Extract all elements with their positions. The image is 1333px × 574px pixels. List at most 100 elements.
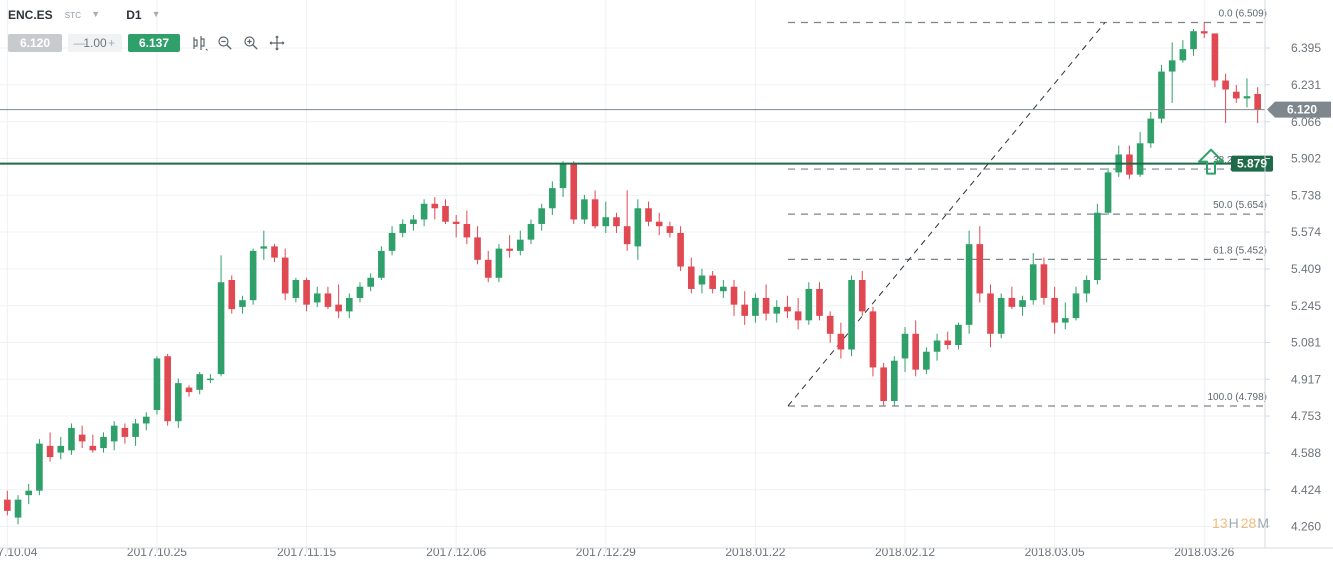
candle-body <box>484 259 492 278</box>
candle-body <box>399 223 407 233</box>
candle-body <box>25 490 33 496</box>
minus-icon[interactable]: — <box>73 36 86 50</box>
candle-body <box>762 297 770 314</box>
candle-body <box>752 297 759 316</box>
candle-body <box>121 427 129 437</box>
candle-body <box>14 499 22 518</box>
candle-body <box>1190 31 1197 50</box>
candle-body <box>1200 31 1208 34</box>
symbol: ENC.ES <box>8 8 53 22</box>
candle-body <box>292 280 300 298</box>
x-tick-label: 2018.01.22 <box>725 545 785 559</box>
candle-body <box>1040 264 1048 298</box>
y-tick-label: 6.395 <box>1291 41 1321 55</box>
y-tick-label: 5.738 <box>1291 188 1321 202</box>
candle-body <box>923 351 930 370</box>
candle-body <box>4 499 11 511</box>
chevron-down-icon[interactable]: ▼ <box>151 9 161 19</box>
y-tick-label: 4.753 <box>1291 409 1321 423</box>
candle-body <box>1243 96 1251 99</box>
candle-body <box>891 360 898 402</box>
candle-body <box>559 163 567 189</box>
candle-body <box>249 250 257 301</box>
candle-body <box>1061 318 1069 323</box>
candle-body <box>837 333 845 350</box>
plus-icon[interactable]: + <box>108 36 116 50</box>
quantity-value[interactable]: 1.00 <box>83 36 107 50</box>
candle-body <box>1094 212 1101 280</box>
x-tick-label: 2017.10.25 <box>127 545 187 559</box>
candle-body <box>463 223 471 238</box>
candle-body <box>1072 293 1080 319</box>
candles-icon[interactable] <box>190 34 208 52</box>
candle-body <box>784 306 791 312</box>
crosshair-icon[interactable] <box>268 34 286 52</box>
candle-body <box>858 280 866 312</box>
fib-level-label: 50.0 (5.654) <box>1213 200 1267 211</box>
bid-price: 6.120 <box>19 36 51 50</box>
candle-body <box>720 286 727 292</box>
candle-body <box>303 280 310 305</box>
candle-body <box>666 226 674 233</box>
candle-body <box>474 237 481 260</box>
candle-body <box>677 232 684 267</box>
candle-body <box>1222 80 1229 90</box>
quantity-stepper[interactable]: — 1.00 + <box>68 34 122 52</box>
fib-level-label: 100.0 (4.798) <box>1208 392 1268 403</box>
candle-body <box>880 367 887 402</box>
y-tick-label: 6.066 <box>1291 115 1321 129</box>
y-tick-label: 5.574 <box>1291 225 1321 239</box>
candle-body <box>110 425 118 442</box>
candle-body <box>410 219 417 224</box>
x-tick-label: 2018.03.05 <box>1025 545 1085 559</box>
overlays: 6.120 5.879 <box>0 101 1331 175</box>
ask-button[interactable]: 6.137 <box>128 34 180 52</box>
candle-body <box>153 358 161 410</box>
candle-body <box>239 300 246 307</box>
candle-body <box>687 266 695 289</box>
candles <box>4 22 1261 525</box>
zoom-out-icon[interactable] <box>216 34 234 52</box>
chevron-down-icon[interactable]: ▼ <box>91 9 101 19</box>
x-tick-label: 2017.12.29 <box>576 545 636 559</box>
y-tick-label: 5.081 <box>1291 336 1321 350</box>
candle-body <box>645 208 652 222</box>
zoom-in-icon[interactable] <box>242 34 260 52</box>
candle-body <box>345 297 353 312</box>
candle-body <box>313 293 321 303</box>
candle-body <box>324 293 332 307</box>
candle-body <box>1136 143 1144 175</box>
timeframe[interactable]: D1 <box>126 8 142 22</box>
candle-body <box>164 356 171 422</box>
candle-body <box>1029 264 1037 301</box>
alert-arrow-icon[interactable] <box>1198 148 1224 175</box>
candle-body <box>196 374 204 390</box>
candle-body <box>516 239 524 251</box>
y-tick-label: 6.231 <box>1291 78 1321 92</box>
alert-price-label: 5.879 <box>1237 157 1267 171</box>
candle-body <box>634 208 642 247</box>
countdown-hours-unit: H <box>1228 515 1239 531</box>
candle-body <box>527 223 535 240</box>
candle-body <box>613 217 620 227</box>
candle-body <box>281 257 289 294</box>
candle-body <box>1158 71 1165 119</box>
candle-body <box>271 246 278 258</box>
candle-body <box>1008 297 1016 307</box>
candle-body <box>420 203 428 220</box>
candle-body <box>142 416 150 424</box>
candle-body <box>217 282 225 375</box>
candle-body <box>46 445 54 458</box>
y-tick-label: 4.588 <box>1291 446 1321 460</box>
candle-body <box>570 163 578 220</box>
bid-button[interactable]: 6.120 <box>8 34 62 52</box>
alert-price-tag <box>1231 155 1273 172</box>
candle-body <box>1104 172 1112 213</box>
symbol-row: ENC.ES STC ▼ D1 ▼ <box>8 6 160 24</box>
candle-body <box>57 445 65 453</box>
candle-body <box>944 340 952 345</box>
